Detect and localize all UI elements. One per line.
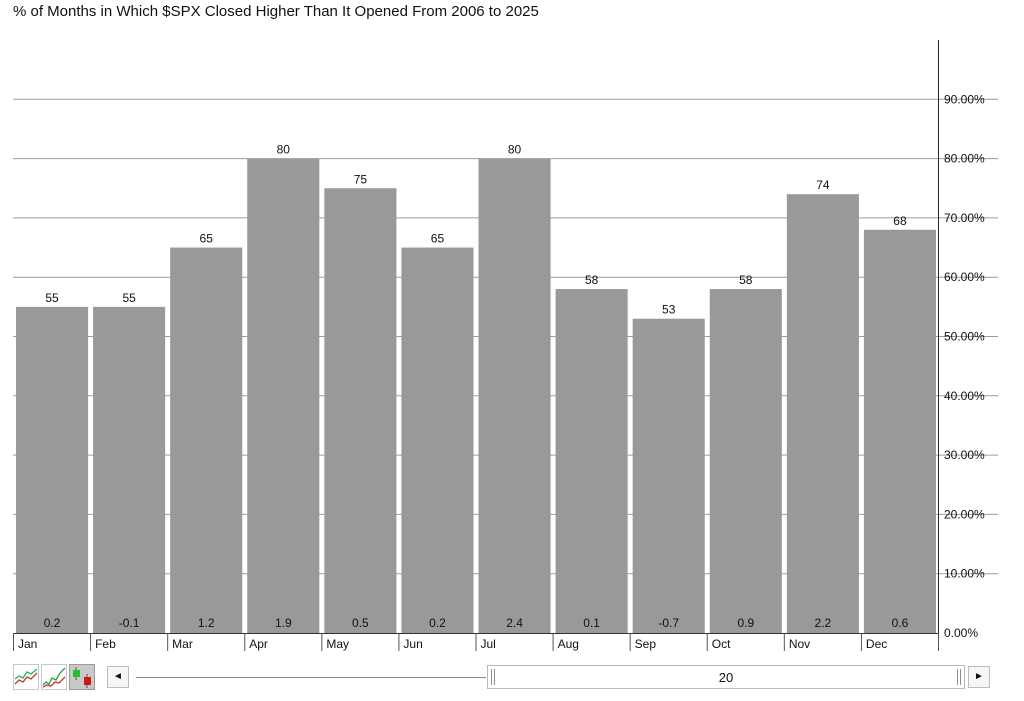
- bar-chart: 0.00% 10.00% 20.00% 30.00% 40.00% 50.00% 60.00…: [13, 40, 998, 651]
- bar-bottom-label: 0.9: [737, 616, 754, 630]
- bar-chart-icon[interactable]: [69, 664, 95, 690]
- bar-bottom-label: -0.1: [119, 616, 140, 630]
- bar-value-label: 58: [585, 273, 599, 287]
- bar-value-label: 55: [45, 291, 59, 305]
- bar-value-label: 80: [508, 143, 522, 157]
- bar-value-label: 55: [122, 291, 136, 305]
- bar-bottom-label: 0.6: [892, 616, 909, 630]
- bars: [16, 158, 936, 634]
- bar-apr: [247, 158, 320, 633]
- x-tick-label: Sep: [635, 637, 657, 651]
- x-tick-label: Mar: [172, 637, 193, 651]
- y-tick-label: 10.00%: [944, 567, 985, 581]
- y-tick-label: 20.00%: [944, 507, 985, 521]
- bar-jun: [401, 247, 474, 634]
- bar-may: [324, 188, 397, 633]
- y-tick-label: 50.00%: [944, 330, 985, 344]
- bar-sep: [632, 318, 705, 633]
- bar-bottom-label: 1.9: [275, 616, 292, 630]
- bar-jan: [16, 306, 89, 633]
- bar-jul: [478, 158, 551, 633]
- x-tick-label: Jan: [18, 637, 37, 651]
- x-tick-label: May: [326, 637, 349, 651]
- bar-nov: [786, 194, 859, 633]
- bar-bottom-label: 1.2: [198, 616, 215, 630]
- bar-bottom-label: 0.2: [44, 616, 61, 630]
- scroll-thumb-left-grip[interactable]: [491, 669, 495, 685]
- x-tick-label: Jul: [481, 637, 496, 651]
- y-tick-label: 90.00%: [944, 92, 985, 106]
- bar-value-label: 75: [354, 172, 368, 186]
- line-chart-icon[interactable]: [13, 664, 39, 690]
- x-tick-label: Jun: [403, 637, 422, 651]
- scroll-thumb[interactable]: 20: [487, 665, 965, 689]
- bar-value-label: 80: [277, 143, 291, 157]
- y-tick-label: 40.00%: [944, 389, 985, 403]
- bar-oct: [709, 289, 782, 633]
- bar-value-label: 68: [893, 214, 907, 228]
- scroll-right-button[interactable]: ►: [968, 666, 990, 688]
- y-tick-label: 60.00%: [944, 270, 985, 284]
- x-tick-label: Dec: [866, 637, 887, 651]
- bar-value-label: 74: [816, 178, 830, 192]
- candlestick-chart-icon[interactable]: [41, 664, 67, 690]
- x-tick-label: Oct: [712, 637, 731, 651]
- bar-bottom-label: -0.7: [658, 616, 679, 630]
- y-tick-label: 80.00%: [944, 152, 985, 166]
- bar-value-label: 65: [200, 232, 214, 246]
- chart-title: % of Months in Which $SPX Closed Higher …: [13, 3, 539, 20]
- bar-bottom-label: 0.1: [583, 616, 600, 630]
- x-tick-label: Nov: [789, 637, 810, 651]
- bar-value-label: 53: [662, 303, 676, 317]
- bar-bottom-label: 0.2: [429, 616, 446, 630]
- bar-aug: [555, 289, 628, 633]
- axes: [13, 40, 939, 651]
- bar-bottom-label: 0.5: [352, 616, 369, 630]
- y-tick-label: 0.00%: [944, 626, 978, 640]
- bar-bottom-label: 2.4: [506, 616, 523, 630]
- scroll-thumb-right-grip[interactable]: [957, 669, 961, 685]
- bar-mar: [170, 247, 243, 634]
- y-tick-label: 30.00%: [944, 448, 985, 462]
- x-tick-label: Apr: [249, 637, 268, 651]
- bar-value-label: 58: [739, 273, 753, 287]
- bar-dec: [863, 229, 936, 633]
- y-tick-label: 70.00%: [944, 211, 985, 225]
- scroll-left-button[interactable]: ◄: [107, 666, 129, 688]
- scroll-thumb-label: 20: [718, 670, 734, 685]
- bar-value-label: 65: [431, 232, 445, 246]
- bar-feb: [93, 306, 166, 633]
- x-tick-label: Aug: [558, 637, 579, 651]
- labels: 0.00% 10.00% 20.00% 30.00% 40.00% 50.00% 60.00…: [18, 92, 985, 651]
- scroll-track[interactable]: [136, 677, 486, 678]
- x-tick-label: Feb: [95, 637, 116, 651]
- bar-bottom-label: 2.2: [815, 616, 832, 630]
